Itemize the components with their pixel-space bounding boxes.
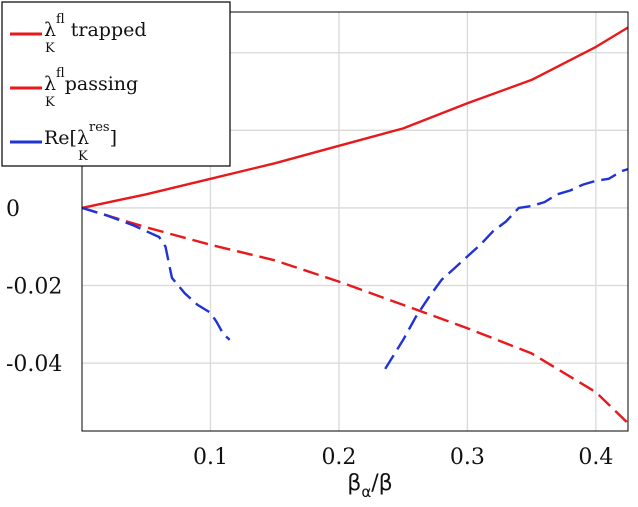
legend-label: λfl trapped [44, 12, 147, 41]
y-tick-label: -0.04 [6, 352, 62, 377]
x-tick-label: 0.3 [450, 445, 485, 470]
series-line-2 [384, 167, 629, 370]
legend-subscript: K [45, 41, 55, 56]
x-axis-title-main: β [347, 471, 361, 496]
series-line-1 [81, 206, 629, 425]
x-tick-label: 0.2 [321, 445, 356, 470]
legend-label: λflpassing [44, 66, 138, 95]
series-line-0 [81, 26, 629, 210]
plot-frame [81, 11, 629, 432]
legend-label: Re[λres] [44, 120, 117, 149]
legend-subscript: K [78, 149, 88, 164]
y-tick-label: -0.02 [6, 275, 62, 300]
y-tick-label: 0 [6, 197, 20, 222]
legend-box [1, 1, 231, 167]
x-tick-label: 0.4 [578, 445, 613, 470]
series-lines [81, 26, 629, 425]
legend-subscript: K [45, 95, 55, 110]
grid-lines [82, 12, 628, 431]
x-tick-label: 0.1 [193, 445, 228, 470]
series-line-2 [81, 206, 231, 341]
x-axis-title-tail: /β [371, 471, 392, 496]
x-axis-title: βα/β [347, 471, 392, 501]
x-axis-title-sub: α [361, 483, 371, 501]
